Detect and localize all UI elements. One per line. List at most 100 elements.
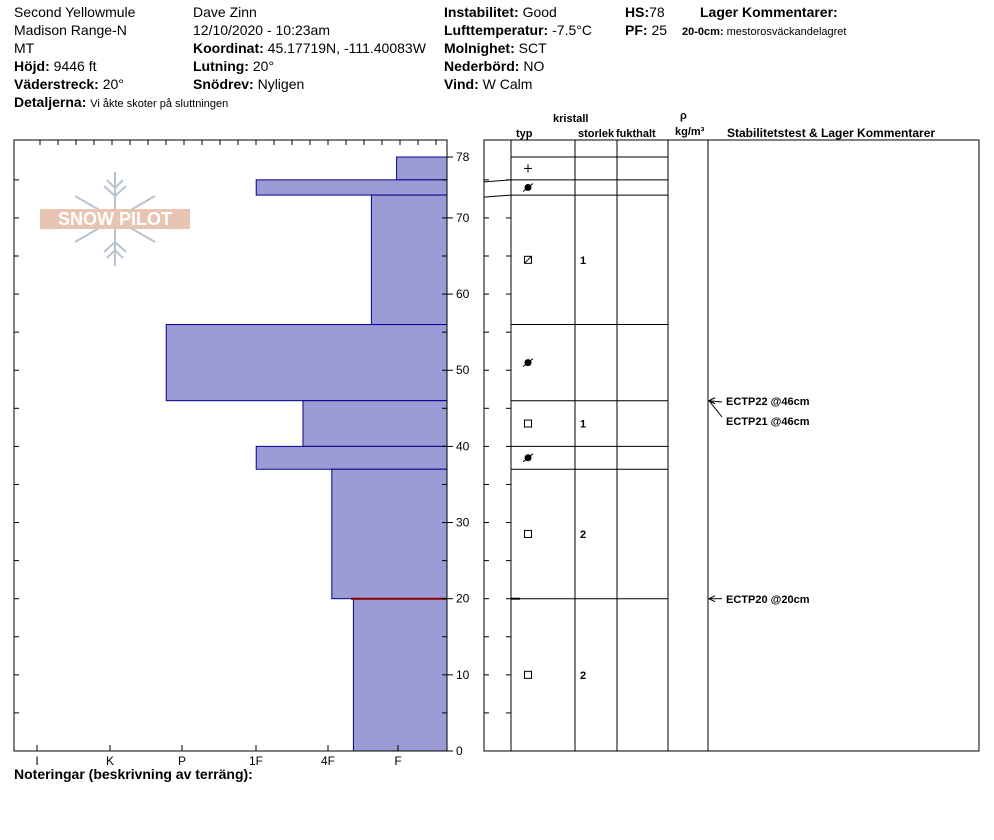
hardness-bar-2 [370, 194, 448, 326]
grain-square-icon [524, 529, 532, 538]
grain-rounding-icon [522, 358, 534, 368]
test-arrow-icon [707, 397, 716, 405]
snowpilot-logo: SNOW PILOT [40, 172, 190, 266]
grain-mixed-icon [524, 255, 532, 264]
instability-label: Instabilitet: [444, 4, 519, 20]
col-typ: typ [516, 128, 533, 140]
hardness-bar-1 [255, 179, 448, 196]
layer-comment: 20-0cm: mestorosväckandelagret [682, 24, 846, 40]
slope: Lutning: 20° [193, 58, 274, 74]
precip-label: Nederbörd: [444, 58, 520, 74]
wind-label: Vind: [444, 76, 479, 92]
grain-size-label: 1 [580, 419, 586, 431]
grain-square-icon [524, 670, 532, 679]
grain-rounding-icon [522, 453, 534, 463]
elevation-label: Höjd: [14, 58, 50, 74]
layer-comments-title: Lager Kommentarer: [700, 4, 838, 20]
hardness-bar-4 [302, 400, 448, 447]
observer: Dave Zinn [193, 4, 257, 20]
hardness-bar-3 [165, 324, 448, 402]
notes-label: Noteringar (beskrivning av terräng): [14, 766, 253, 782]
y-tick-label: 60 [456, 287, 470, 301]
slope-label: Lutning: [193, 58, 249, 74]
pf-label: PF: [625, 22, 648, 38]
drift-value: Nyligen [257, 76, 305, 92]
wind-value: W Calm [482, 76, 533, 92]
grain-size-label: 1 [580, 255, 586, 267]
hs-label: HS: [625, 4, 650, 20]
layer-connector [483, 179, 512, 183]
y-tick-label: 70 [456, 211, 470, 225]
stability-test-label: ECTP21 @46cm [726, 416, 810, 428]
col-storlek: storlek [578, 128, 615, 140]
y-tick-label: 20 [456, 592, 470, 606]
instability-value: Good [522, 4, 557, 20]
hardness-bar-7 [352, 598, 448, 752]
col-stability: Stabilitetstest & Lager Kommentarer [727, 126, 936, 140]
drift-label: Snödrev: [193, 76, 254, 92]
location-range: Madison Range-N [14, 22, 127, 38]
hs: HS:78 [625, 4, 665, 20]
airtemp-label: Lufttemperatur: [444, 22, 549, 38]
coord-value: 45.17719N, -111.40083W [267, 40, 426, 56]
grain-size-label: 2 [580, 670, 586, 682]
pf: PF: 25 [625, 22, 667, 38]
hardness-bar-6 [331, 468, 448, 600]
y-tick-label: 50 [456, 363, 470, 377]
layer-connector [483, 194, 512, 198]
hardness-bar-0 [396, 156, 448, 181]
x-tick-label: I [35, 754, 38, 768]
density-frame [667, 139, 709, 752]
y-tick-label: 30 [456, 516, 470, 530]
x-tick-label: P [178, 754, 186, 768]
col-kristall: kristall [553, 113, 589, 125]
datetime: 12/10/2020 - 10:23am [193, 22, 330, 38]
cloud-value: SCT [518, 40, 547, 56]
strat-table-frame [483, 139, 669, 752]
stability-test-label: ECTP22 @46cm [726, 396, 810, 408]
test-arrow-line [708, 400, 723, 418]
layer-comment-depth: 20-0cm: [682, 26, 724, 38]
aspect-label: Väderstreck: [14, 76, 99, 92]
coord-label: Koordinat: [193, 40, 264, 56]
elevation: Höjd: 9446 ft [14, 58, 96, 74]
air-temp: Lufttemperatur: -7.5°C [444, 22, 592, 38]
x-tick-label: K [106, 754, 114, 768]
location-name: Second Yellowmule [14, 4, 136, 20]
logo-banner [40, 209, 190, 229]
col-density-unit: kg/m³ [675, 126, 705, 138]
stability-test-label: ECTP20 @20cm [726, 594, 810, 606]
precipitation: Nederbörd: NO [444, 58, 544, 74]
drift: Snödrev: Nyligen [193, 76, 304, 92]
test-arrow-line [708, 400, 723, 403]
test-arrow-icon [707, 595, 716, 603]
pf-value: 25 [651, 22, 668, 38]
aspect: Väderstreck: 20° [14, 76, 124, 92]
coordinates: Koordinat: 45.17719N, -111.40083W [193, 40, 426, 56]
x-tick-label: 4F [321, 754, 335, 768]
x-tick-label: 1F [249, 754, 263, 768]
wind: Vind: W Calm [444, 76, 532, 92]
details-label: Detaljerna: [14, 94, 87, 110]
grain-size-label: 2 [580, 529, 586, 541]
hardness-plot-frame [13, 139, 448, 752]
cloud-cover: Molnighet: SCT [444, 40, 547, 56]
airtemp-value: -7.5°C [552, 22, 592, 38]
aspect-value: 20° [102, 76, 124, 92]
elevation-value: 9446 ft [53, 58, 97, 74]
details-value: Vi åkte skoter på sluttningen [90, 98, 229, 110]
layer-comment-text: mestorosväckandelagret [726, 26, 847, 38]
y-tick-label: 78 [456, 150, 470, 164]
col-rho: ρ [680, 110, 687, 122]
y-tick-label: 0 [456, 744, 463, 758]
x-tick-label: F [394, 754, 401, 768]
y-tick-label: 10 [456, 668, 470, 682]
grain-mixed-icon [524, 255, 532, 264]
grain-square-icon [524, 419, 532, 428]
grain-rounding-icon [522, 183, 534, 192]
hs-value: 78 [649, 4, 665, 20]
cloud-label: Molnighet: [444, 40, 515, 56]
y-tick-label: 40 [456, 439, 470, 453]
precip-value: NO [523, 58, 545, 74]
